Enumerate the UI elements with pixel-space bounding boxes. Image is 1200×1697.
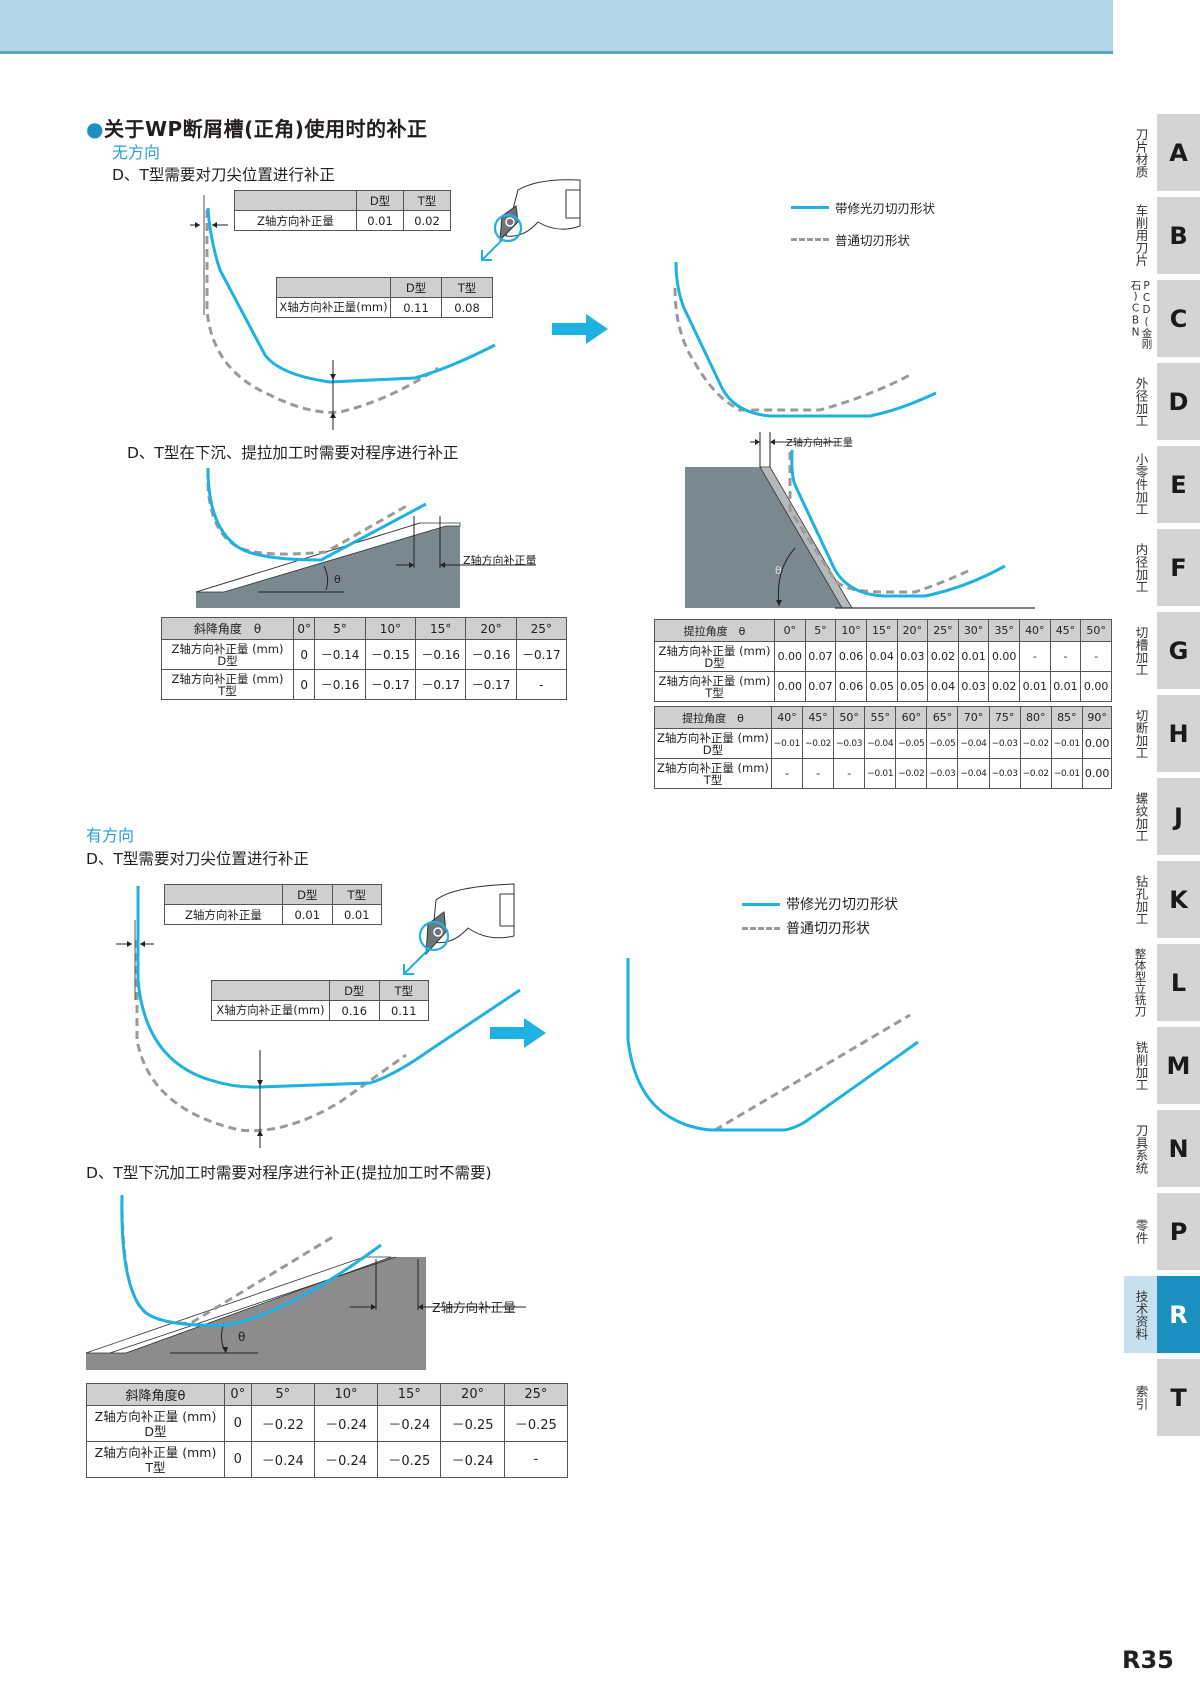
s1-edge-profile-diagram <box>190 195 496 430</box>
s1-tool-holder-icon <box>481 179 581 261</box>
page-number: R35 <box>1122 1646 1174 1674</box>
sidebar-tab-j[interactable]: 螺纹加工 J <box>1124 778 1200 855</box>
sidebar-tab-r[interactable]: 技术资料 R <box>1124 1276 1200 1353</box>
s1-compensated-profile-diagram <box>673 261 937 418</box>
s1-pullup-diagram: θ <box>685 432 1035 609</box>
row-label: Z轴方向补正量 (mm) D型 <box>86 1405 225 1442</box>
sidebar-tab-l[interactable]: 整体型立铣刀 L <box>1124 944 1200 1021</box>
s1-pull-table-2: 提拉角度 θ 40° 45° 50° 55° 60° 65° 70° 75° 8… <box>654 706 1113 789</box>
sidebar-tab-c[interactable]: PCD(金刚石)CBN C <box>1124 280 1200 357</box>
sidebar-tab-g[interactable]: 切槽加工 G <box>1124 612 1200 689</box>
svg-text:θ: θ <box>334 573 341 586</box>
sidebar-tab-n[interactable]: 刀具系统 N <box>1124 1110 1200 1187</box>
section2-sub1: D、T型需要对刀尖位置进行补正 <box>86 850 309 868</box>
section1-sub1: D、T型需要对刀尖位置进行补正 <box>112 166 335 184</box>
row-label: Z轴方向补正量 (mm) D型 <box>654 728 772 759</box>
s2-tool-holder-icon <box>403 883 515 975</box>
dashed-line-icon <box>742 926 780 930</box>
legend-dashed: 普通切刃形状 <box>742 917 898 939</box>
sidebar-tab-f[interactable]: 内径加工 F <box>1124 529 1200 606</box>
s1-x-table: D型 T型 X轴方向补正量(mm) 0.11 0.08 <box>276 277 493 318</box>
s2-z-table: D型 T型 Z轴方向补正量 0.01 0.01 <box>164 884 382 925</box>
solid-line-icon <box>742 902 780 906</box>
sidebar-tab-e[interactable]: 小零件加工 E <box>1124 446 1200 523</box>
bullet-icon: ● <box>86 117 104 141</box>
s1-pull-table-1: 提拉角度 θ 0° 5° 10° 15° 20° 25° 30° 35° 40°… <box>654 619 1112 702</box>
sidebar-tab-m[interactable]: 铣削加工 M <box>1124 1027 1200 1104</box>
section2-sub2: D、T型下沉加工时需要对程序进行补正(提拉加工时不需要) <box>86 1164 492 1182</box>
row-label: Z轴方向补正量 (mm) T型 <box>654 671 775 702</box>
row-label: Z轴方向补正量 (mm) T型 <box>86 1441 225 1478</box>
section1-heading: 无方向 <box>112 143 161 162</box>
s1-legend: 带修光刃切刃形状 普通切刃形状 <box>791 196 935 250</box>
svg-text:θ: θ <box>238 1330 245 1344</box>
row-label: Z轴方向补正量 (mm) T型 <box>161 669 294 700</box>
s1-ramp-label: Z轴方向补正量 <box>463 554 537 567</box>
s1-ramp-diagram: θ <box>195 467 536 608</box>
s1-arrow-right-icon <box>552 314 608 344</box>
page-title-text: 关于WP断屑槽(正角)使用时的补正 <box>103 117 428 141</box>
sidebar-tab-k[interactable]: 钻孔加工 K <box>1124 861 1200 938</box>
legend-solid: 带修光刃切刃形状 <box>791 196 935 218</box>
s2-ramp-table: 斜降角度θ 0° 5° 10° 15° 20° 25° Z轴方向补正量 (mm)… <box>86 1383 569 1478</box>
s1-ramp-table: 斜降角度 θ 0° 5° 10° 15° 20° 25° Z轴方向补正量 (mm… <box>161 617 568 700</box>
sidebar-tab-d[interactable]: 外径加工 D <box>1124 363 1200 440</box>
svg-text:θ: θ <box>775 564 782 577</box>
s2-compensated-profile-diagram <box>626 958 919 1132</box>
s1-z-table: D型 T型 Z轴方向补正量 0.01 0.02 <box>234 190 451 231</box>
sidebar-tab-t[interactable]: 索引 T <box>1124 1359 1200 1436</box>
legend-solid: 带修光刃切刃形状 <box>742 893 898 915</box>
s2-edge-profile-diagram <box>116 886 521 1148</box>
legend-dashed: 普通切刃形状 <box>791 228 935 250</box>
s1-pull-label: Z轴方向补正量 <box>786 438 853 449</box>
row-label: Z轴方向补正量 (mm) D型 <box>161 639 294 670</box>
row-label: Z轴方向补正量 (mm) T型 <box>654 758 772 789</box>
s2-arrow-right-icon <box>490 1018 546 1048</box>
section1-sub2: D、T型在下沉、提拉加工时需要对程序进行补正 <box>127 444 459 462</box>
solid-line-icon <box>791 205 829 209</box>
s2-x-table: D型 T型 X轴方向补正量(mm) 0.16 0.11 <box>211 980 429 1021</box>
s2-ramp-label: Z轴方向补正量 <box>432 1300 516 1315</box>
page-title: ●关于WP断屑槽(正角)使用时的补正 <box>86 113 427 142</box>
sidebar-tab-a[interactable]: 刀片材质 A <box>1124 114 1200 191</box>
header-band <box>0 0 1113 54</box>
row-label: Z轴方向补正量 (mm) D型 <box>654 641 775 672</box>
dashed-line-icon <box>791 237 829 241</box>
s2-ramp-diagram: θ <box>85 1194 526 1370</box>
sidebar-tab-p[interactable]: 零件 P <box>1124 1193 1200 1270</box>
section2-heading: 有方向 <box>86 826 135 845</box>
s2-legend: 带修光刃切刃形状 普通切刃形状 <box>742 893 898 939</box>
sidebar-tab-h[interactable]: 切断加工 H <box>1124 695 1200 772</box>
sidebar-tab-b[interactable]: 车削用刀片 B <box>1124 197 1200 274</box>
